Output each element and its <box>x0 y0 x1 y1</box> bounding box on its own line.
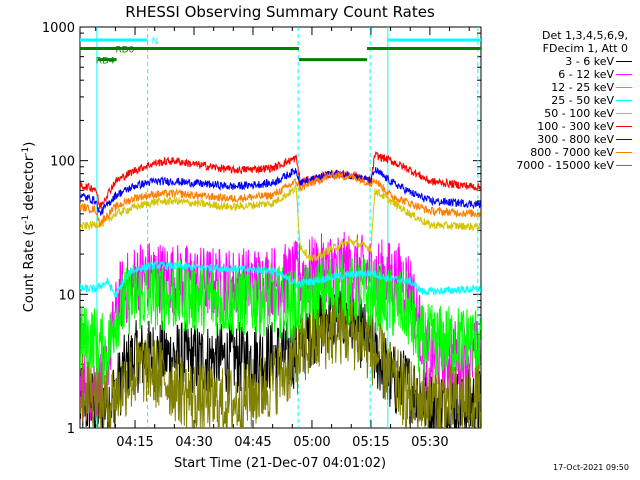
legend-item: 6 - 12 keV <box>486 68 636 81</box>
legend-swatch <box>616 139 632 140</box>
legend-label: 3 - 6 keV <box>565 55 614 68</box>
legend-header-1: Det 1,3,4,5,6,9, <box>541 29 628 42</box>
legend-swatch <box>616 165 632 166</box>
legend-label: 7000 - 15000 keV <box>516 159 614 172</box>
y-tick-label: 1 <box>67 422 75 437</box>
series-line-7 <box>80 170 481 227</box>
x-tick-label: 04:30 <box>175 435 212 450</box>
axes: 04:15 04:30 04:45 05:00 05:15 05:30 1 10 100 1000 <box>42 21 481 450</box>
legend-item: 12 - 25 keV <box>486 81 636 94</box>
y-tick-label: 100 <box>50 155 75 170</box>
legend-label: 12 - 25 keV <box>551 81 614 94</box>
legend-header-2: FDecim 1, Att 0 <box>542 42 628 55</box>
legend-swatch <box>616 113 632 114</box>
y-axis-label-sup1: -1 <box>21 215 31 224</box>
series-line-3 <box>80 259 481 298</box>
y-axis-label-end: ) <box>22 142 37 147</box>
legend-item: 300 - 800 keV <box>486 133 636 146</box>
legend-item: 50 - 100 keV <box>486 107 636 120</box>
chart-title: RHESSI Observing Summary Count Rates <box>125 3 435 21</box>
flag-label-rd0: RD0 <box>115 46 134 56</box>
y-axis-label-main: Count Rate (s <box>22 224 37 313</box>
y-tick-label: 10 <box>58 288 75 303</box>
series-line-4 <box>80 184 481 262</box>
legend-label: 25 - 50 keV <box>551 94 614 107</box>
legend-item: 800 - 7000 keV <box>486 146 636 159</box>
legend-swatch <box>616 152 632 153</box>
flag-label-n: N <box>152 37 159 47</box>
legend-label: 800 - 7000 keV <box>530 146 614 159</box>
series-line-8 <box>80 296 481 428</box>
y-tick-label: 1000 <box>42 21 75 36</box>
flag-label-rd4: RD4 <box>96 57 115 67</box>
x-tick-label: 05:00 <box>293 435 330 450</box>
legend-swatch <box>616 74 632 75</box>
legend-label: 300 - 800 keV <box>537 133 614 146</box>
legend-item: 3 - 6 keV <box>486 55 636 68</box>
legend-label: 50 - 100 keV <box>544 107 614 120</box>
series-line-5 <box>80 151 481 210</box>
timestamp: 17-Oct-2021 09:50 <box>553 463 629 472</box>
legend-swatch <box>616 126 632 127</box>
series-line-2 <box>80 254 481 387</box>
legend-swatch <box>616 61 632 62</box>
y-axis-label-mid: detector <box>22 155 37 215</box>
series-group <box>80 151 481 428</box>
legend: Det 1,3,4,5,6,9, FDecim 1, Att 0 3 - 6 k… <box>486 29 636 172</box>
legend-swatch <box>616 100 632 101</box>
legend-item: 100 - 300 keV <box>486 120 636 133</box>
series-line-6 <box>80 167 481 217</box>
legend-label: 6 - 12 keV <box>558 68 614 81</box>
legend-item: 25 - 50 keV <box>486 94 636 107</box>
legend-swatch <box>616 87 632 88</box>
y-axis-label: Count Rate (s-1 detector-1) <box>21 142 37 313</box>
legend-rows: 3 - 6 keV 6 - 12 keV 12 - 25 keV 25 - 50 ke… <box>486 55 636 172</box>
x-tick-label: 04:15 <box>116 435 153 450</box>
x-tick-label: 05:30 <box>411 435 448 450</box>
x-tick-label: 04:45 <box>234 435 271 450</box>
y-axis-label-sup2: -1 <box>21 147 31 156</box>
x-tick-label: 05:15 <box>352 435 389 450</box>
legend-item: 7000 - 15000 keV <box>486 159 636 172</box>
legend-label: 100 - 300 keV <box>537 120 614 133</box>
x-axis-label: Start Time (21-Dec-07 04:01:02) <box>174 456 386 471</box>
